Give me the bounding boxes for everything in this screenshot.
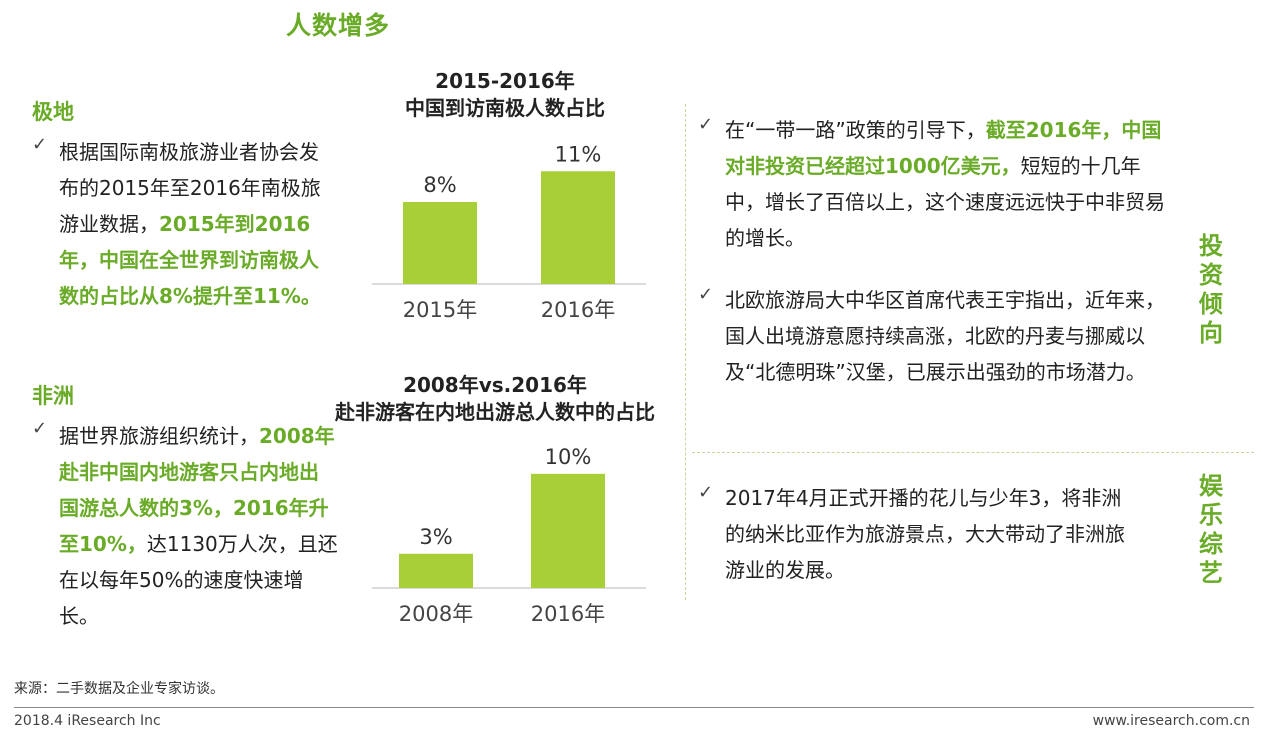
chart1-svg: 8% 2015年 11% 2016年 xyxy=(372,142,646,322)
antarctica-text-highlight: 2015年到2016年，中国在全世界到访南极人数的占比从8%提升至11%。 xyxy=(59,212,321,308)
check-icon: ✓ xyxy=(698,284,714,305)
check-icon: ✓ xyxy=(698,114,714,135)
check-icon: ✓ xyxy=(32,134,48,155)
footer-copyright: 2018.4 iResearch Inc xyxy=(14,713,161,729)
chart2-data-label: 10% xyxy=(545,445,592,469)
entertainment-paragraph: 2017年4月正式开播的花儿与少年3，将非洲的纳米比亚作为旅游景点，大大带动了非… xyxy=(725,480,1138,588)
africa-text-highlight: 2008年赴非中国内地游客只占内地出国游总人数的3%，2016年升至10%， xyxy=(59,424,335,556)
investment-2-text: 北欧旅游局大中华区首席代表王宇指出，近年来，国人出境游意愿持续高涨，北欧的丹麦与… xyxy=(725,288,1165,384)
chart1-data-label: 8% xyxy=(423,173,456,197)
section-heading-africa: 非洲 xyxy=(32,384,74,408)
chart2-title: 2008年vs.2016年 赴非游客在内地出游总人数中的占比 xyxy=(335,373,655,424)
investment-bullet-2: ✓ 北欧旅游局大中华区首席代表王宇指出，近年来，国人出境游意愿持续高涨，北欧的丹… xyxy=(698,282,1178,390)
section-heading-antarctica: 极地 xyxy=(32,100,74,124)
investment-1-text-highlight: 截至2016年，中国对非投资已经超过1000亿美元， xyxy=(725,118,1162,178)
chart1-bar-2016年 xyxy=(541,171,615,284)
entertainment-label: 娱乐综艺 xyxy=(1199,472,1223,587)
chart2-svg: 3% 2008年 10% 2016年 xyxy=(372,445,646,626)
chart1-category-label: 2016年 xyxy=(541,298,615,322)
investment-paragraph-1: 在“一带一路”政策的引导下，截至2016年，中国对非投资已经超过1000亿美元，… xyxy=(725,112,1178,256)
footer-divider xyxy=(14,707,1254,708)
vertical-divider xyxy=(685,104,686,600)
investment-label: 投资倾向 xyxy=(1199,232,1223,347)
chart2-category-label: 2016年 xyxy=(531,602,605,626)
chart1-data-label: 11% xyxy=(555,142,602,166)
entertainment-text: 2017年4月正式开播的花儿与少年3，将非洲的纳米比亚作为旅游景点，大大带动了非… xyxy=(725,486,1125,582)
africa-bullet: ✓ 据世界旅游组织统计，2008年赴非中国内地游客只占内地出国游总人数的3%，2… xyxy=(32,418,338,634)
africa-text-3: 达1130万人次，且还在以每年50%的速度快速增长。 xyxy=(59,532,338,628)
chart2-bar-2008年 xyxy=(399,553,473,588)
investment-1-text-3: 短短的十几年中，增长了百倍以上，这个速度远远快于中非贸易的增长。 xyxy=(725,154,1165,250)
footer-website: www.iresearch.com.cn xyxy=(1092,713,1250,729)
antarctica-paragraph: 根据国际南极旅游业者协会发布的2015年至2016年南极旅游业数据，2015年到… xyxy=(59,134,338,314)
check-icon: ✓ xyxy=(32,418,48,439)
investment-paragraph-2: 北欧旅游局大中华区首席代表王宇指出，近年来，国人出境游意愿持续高涨，北欧的丹麦与… xyxy=(725,282,1178,390)
horizontal-divider xyxy=(692,452,1254,453)
entertainment-bullet: ✓ 2017年4月正式开播的花儿与少年3，将非洲的纳米比亚作为旅游景点，大大带动… xyxy=(698,480,1138,588)
antarctica-bullet: ✓ 根据国际南极旅游业者协会发布的2015年至2016年南极旅游业数据，2015… xyxy=(32,134,338,314)
antarctica-text-1: 根据国际南极旅游业者协会发布的2015年至2016年南极旅游业数据， xyxy=(59,140,321,236)
africa-paragraph: 据世界旅游组织统计，2008年赴非中国内地游客只占内地出国游总人数的3%，201… xyxy=(59,418,338,634)
chart1-bar-2015年 xyxy=(403,202,477,284)
chart1-category-label: 2015年 xyxy=(403,298,477,322)
investment-bullet-1: ✓ 在“一带一路”政策的引导下，截至2016年，中国对非投资已经超过1000亿美… xyxy=(698,112,1178,256)
page-title: 人数增多 xyxy=(286,11,391,40)
africa-text-1: 据世界旅游组织统计， xyxy=(59,424,259,448)
chart2-category-label: 2008年 xyxy=(399,602,473,626)
source-note: 来源：二手数据及企业专家访谈。 xyxy=(14,681,224,697)
check-icon: ✓ xyxy=(698,482,714,503)
chart1-title: 2015-2016年 中国到访南极人数占比 xyxy=(405,69,605,120)
chart2-bar-2016年 xyxy=(531,473,605,588)
investment-1-text-1: 在“一带一路”政策的引导下， xyxy=(725,118,986,142)
chart2-data-label: 3% xyxy=(419,525,452,549)
